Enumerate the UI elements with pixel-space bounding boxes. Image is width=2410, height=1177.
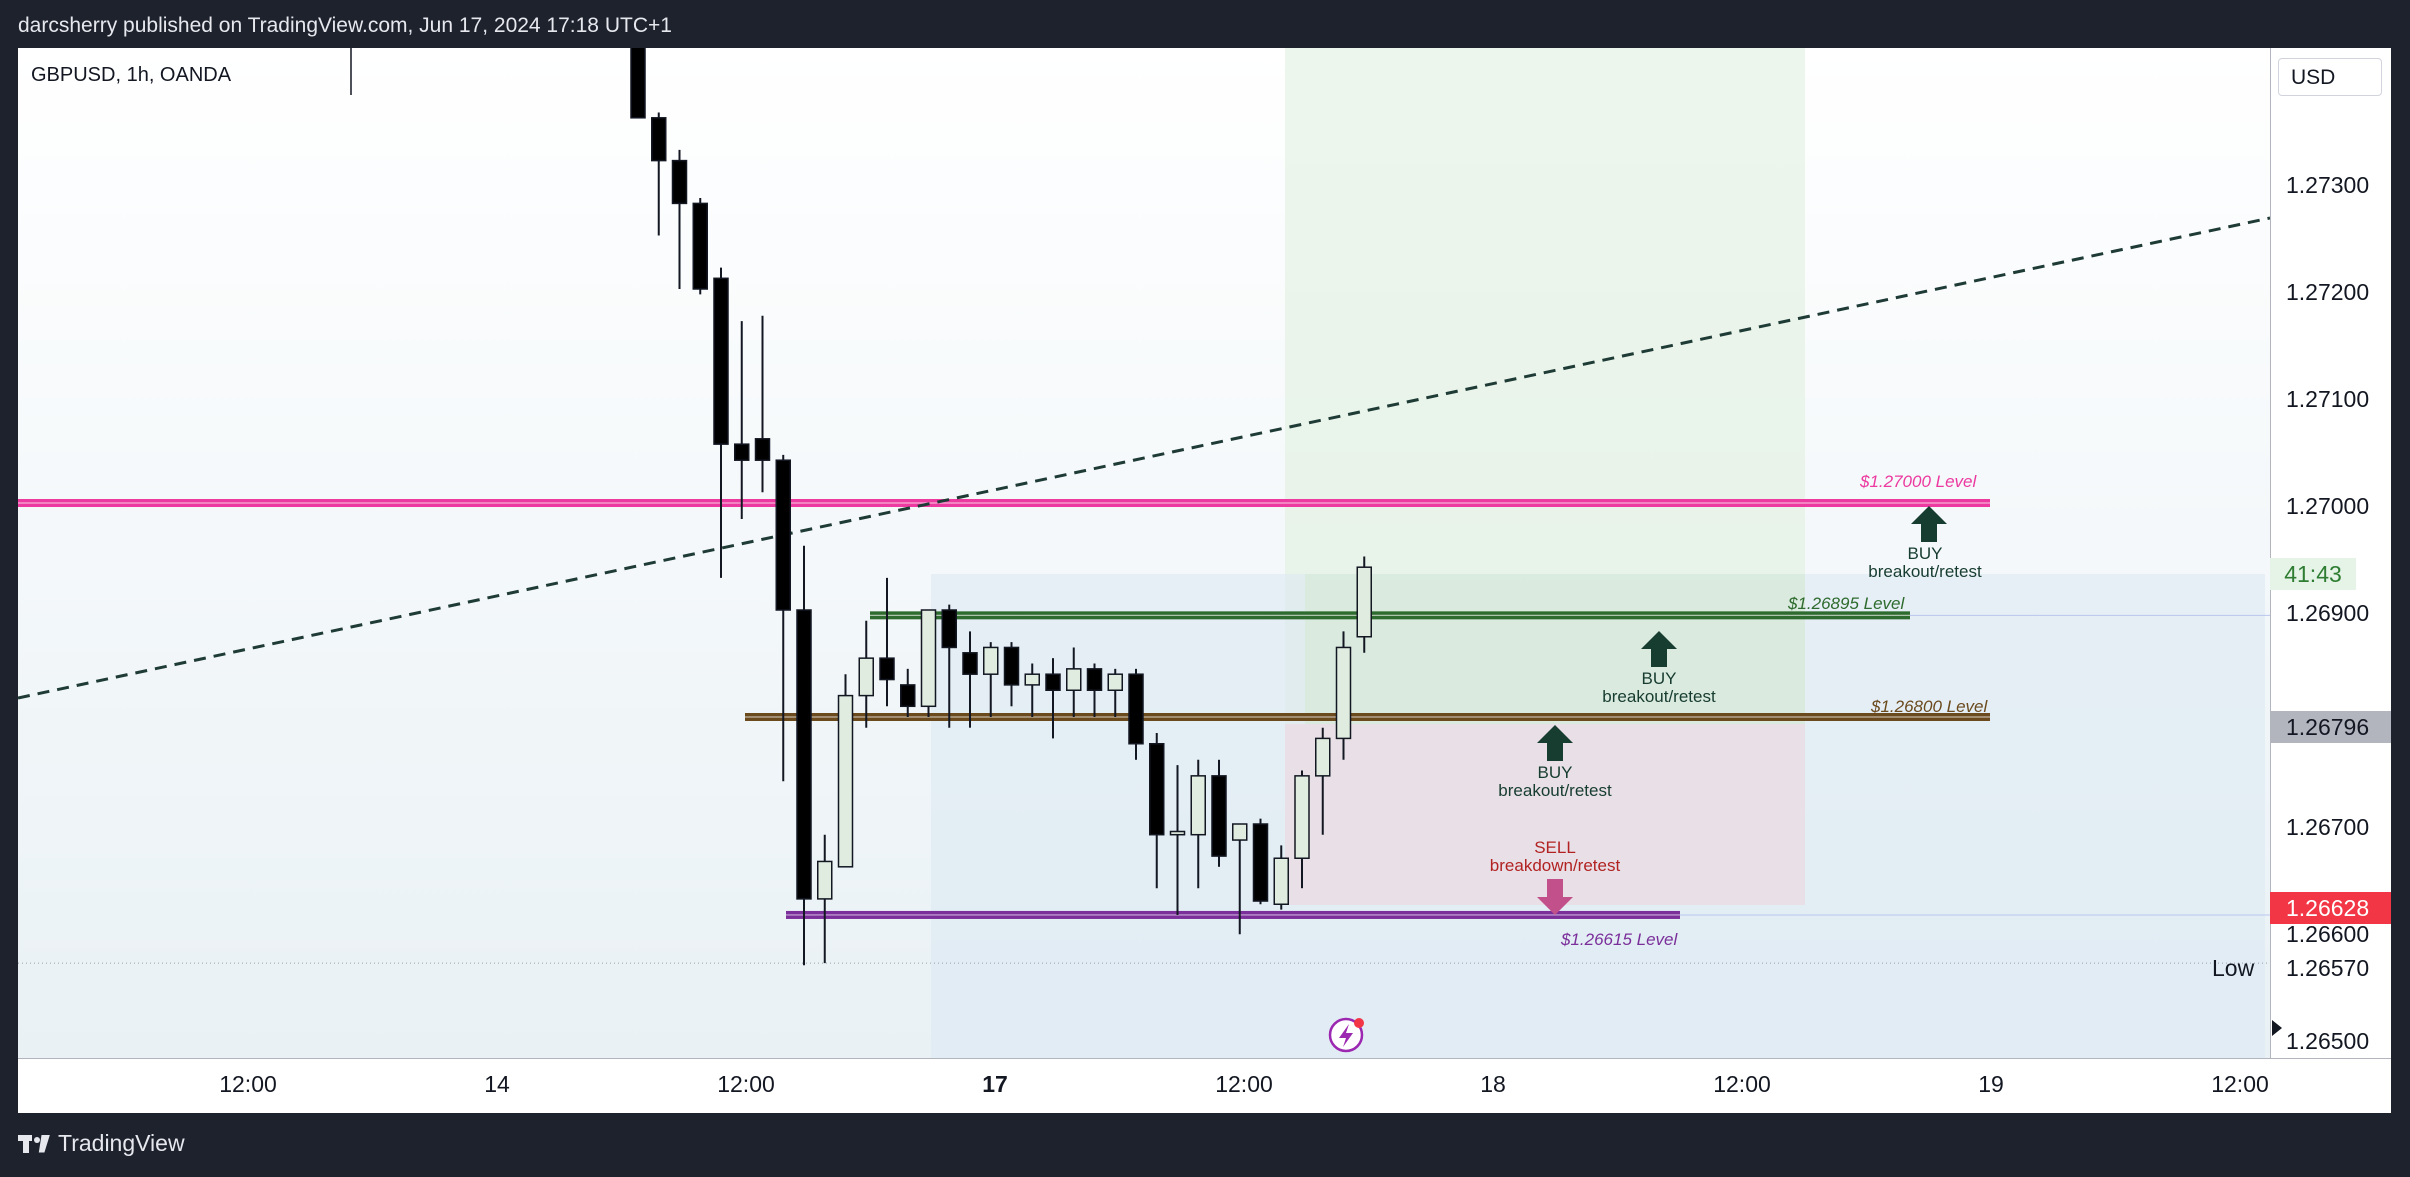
alert-price-badge: 1.26628 [2270,892,2391,924]
currency-selector[interactable]: USD [2278,58,2382,96]
level-label-126615: $1.26615 Level [1561,930,1678,949]
candle-bear [651,117,667,162]
candle-bull [920,609,937,708]
tradingview-brand[interactable]: TradingView [18,1130,185,1157]
candle-bear [754,438,771,461]
candle-bear [1086,668,1103,691]
buy-arrow-icon [1537,725,1573,761]
signal-buy-low: BUY breakout/retest [1490,764,1620,800]
signal-subtitle: breakout/retest [1498,781,1612,800]
candle-bear [879,657,895,681]
low-marker [2270,951,2271,983]
signal-title: BUY [1907,544,1943,563]
sell-arrow-icon [1537,879,1573,915]
candle-bear [796,609,812,900]
buy-arrow-icon [1641,631,1677,667]
price-tick: 1.27300 [2286,172,2370,198]
signal-buy-mid: BUY breakout/retest [1594,670,1724,706]
header-bar: darcsherry published on TradingView.com,… [0,0,2410,48]
time-tick: 17 [982,1071,1008,1097]
candle-bear [630,48,646,119]
trend-line [18,216,2270,700]
time-scale-corner [2270,1059,2391,1113]
time-tick: 12:00 [219,1071,277,1097]
candle-bear [1003,646,1020,686]
candle-bull [1294,775,1310,859]
candle-bear [713,277,729,445]
candle-bear [775,459,791,611]
price-tick: 1.26700 [2286,814,2370,840]
signal-subtitle: breakdown/retest [1489,856,1621,875]
price-tick: 1.26900 [2286,600,2370,626]
tradingview-logo-icon [18,1133,52,1155]
candle-bull [1356,566,1372,638]
level-label-127000: $1.27000 Level [1860,472,1977,491]
candle-bull [1107,673,1123,692]
candle-bear [734,443,750,461]
candle-bull [983,646,999,675]
candle-bull [858,657,874,697]
symbol-label[interactable]: GBPUSD, 1h, OANDA [31,64,232,86]
candle-bear [1211,775,1227,857]
candle-bull [1066,668,1082,691]
candle-bull [1315,737,1331,777]
stop-zone [1285,724,1805,905]
low-price: 1.26570 [2286,955,2370,981]
candle-bear [1252,823,1269,902]
signal-title: BUY [1641,669,1677,688]
right-strip [2391,48,2410,1058]
time-tick: 12:00 [2211,1071,2269,1097]
price-scale[interactable] [2270,48,2392,1058]
level-label-126800: $1.26800 Level [1871,697,1988,716]
time-scale-border [18,1058,2391,1059]
signal-title: SELL [1534,838,1576,857]
candle-bear [941,609,957,649]
signal-buy-top: BUY breakout/retest [1860,545,1990,581]
time-tick: 12:00 [1215,1071,1273,1097]
candle-bull [1190,775,1206,836]
candle-bull [1335,646,1352,740]
notification-dot-icon [1354,1018,1364,1028]
candle-bull [1024,673,1040,686]
time-tick: 12:00 [717,1071,775,1097]
candle-bull [837,694,854,868]
signal-sell: SELL breakdown/retest [1480,839,1630,875]
candle-bear [1128,673,1144,745]
candle-bear [962,652,978,675]
time-scale[interactable] [18,1059,2270,1113]
signal-title: BUY [1537,763,1573,782]
candle-bear [692,202,708,290]
price-tick: 1.27000 [2286,493,2370,519]
level-label-126895: $1.26895 Level [1788,594,1905,613]
price-tick: 1.26600 [2286,921,2370,947]
time-tick: 18 [1480,1071,1506,1097]
candle-bull [1273,857,1289,905]
candle-bull [1232,823,1248,841]
time-tick: 14 [484,1071,510,1097]
price-tick: 1.27100 [2286,386,2370,412]
publisher-text: darcsherry published on TradingView.com,… [18,14,672,37]
low-label: Low [2212,955,2255,981]
chart-pane[interactable]: GBPUSD, 1h, OANDA [18,48,2270,1058]
bar-countdown: 41:43 [2270,558,2356,590]
candle-bull [1169,830,1186,836]
candle-bull [817,860,833,900]
signal-subtitle: breakout/retest [1602,687,1716,706]
scroll-right-icon[interactable] [2272,1020,2282,1036]
candle-bear [900,684,916,708]
tradingview-brand-text: TradingView [58,1130,185,1156]
buy-arrow-icon [1911,506,1947,542]
candle-bear [1149,743,1165,836]
signal-subtitle: breakout/retest [1868,562,1982,581]
price-tick: 1.26500 [2286,1028,2370,1054]
candle-bear [671,159,688,205]
time-tick: 12:00 [1713,1071,1771,1097]
entry-zone [1305,574,1805,724]
last-price-badge: 1.26796 [2270,711,2391,743]
plot-area[interactable] [18,48,2270,1058]
price-tick: 1.27200 [2286,279,2370,305]
candle-bear [1045,673,1061,692]
time-tick: 19 [1978,1071,2004,1097]
